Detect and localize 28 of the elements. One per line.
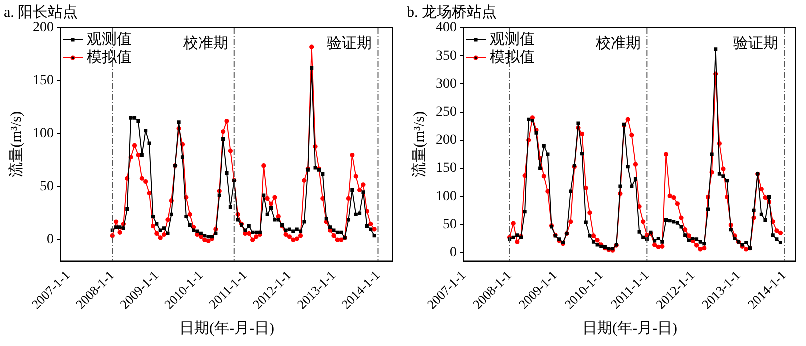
x-axis-title: 日期(年-月-日): [582, 320, 678, 337]
y-tick-label: 200: [33, 20, 54, 36]
y-tick-label: 0: [47, 232, 54, 248]
annotation: 验证期: [327, 34, 372, 52]
y-tick-label: 50: [40, 180, 54, 195]
y-tick-label: 150: [436, 161, 457, 176]
y-tick-label: 100: [33, 126, 54, 142]
annotation: 校准期: [595, 34, 642, 52]
legend-label: 模拟值: [87, 48, 132, 66]
x-axis-title: 日期(年-月-日): [180, 320, 274, 337]
legend-label: 观测值: [490, 30, 535, 48]
y-tick-label: 200: [436, 133, 457, 148]
legend-label: 模拟值: [490, 48, 535, 66]
chart-title: b. 龙场桥站点: [407, 4, 497, 21]
legend-label: 观测值: [87, 30, 132, 48]
y-tick-label: 100: [436, 189, 457, 204]
chart-title: a. 阳长站点: [4, 4, 78, 21]
y-tick-label: 0: [450, 246, 457, 261]
y-tick-label: 50: [443, 217, 457, 232]
annotation: 验证期: [734, 34, 779, 52]
y-tick-label: 400: [436, 20, 457, 36]
y-axis-title: 流量(m³/s): [410, 112, 428, 178]
y-axis-title: 流量(m³/s): [8, 112, 25, 178]
y-tick-label: 250: [436, 104, 457, 120]
annotation: 校准期: [182, 34, 228, 52]
y-tick-label: 300: [436, 76, 457, 92]
y-tick-label: 150: [33, 74, 54, 89]
y-tick-label: 350: [436, 48, 457, 64]
